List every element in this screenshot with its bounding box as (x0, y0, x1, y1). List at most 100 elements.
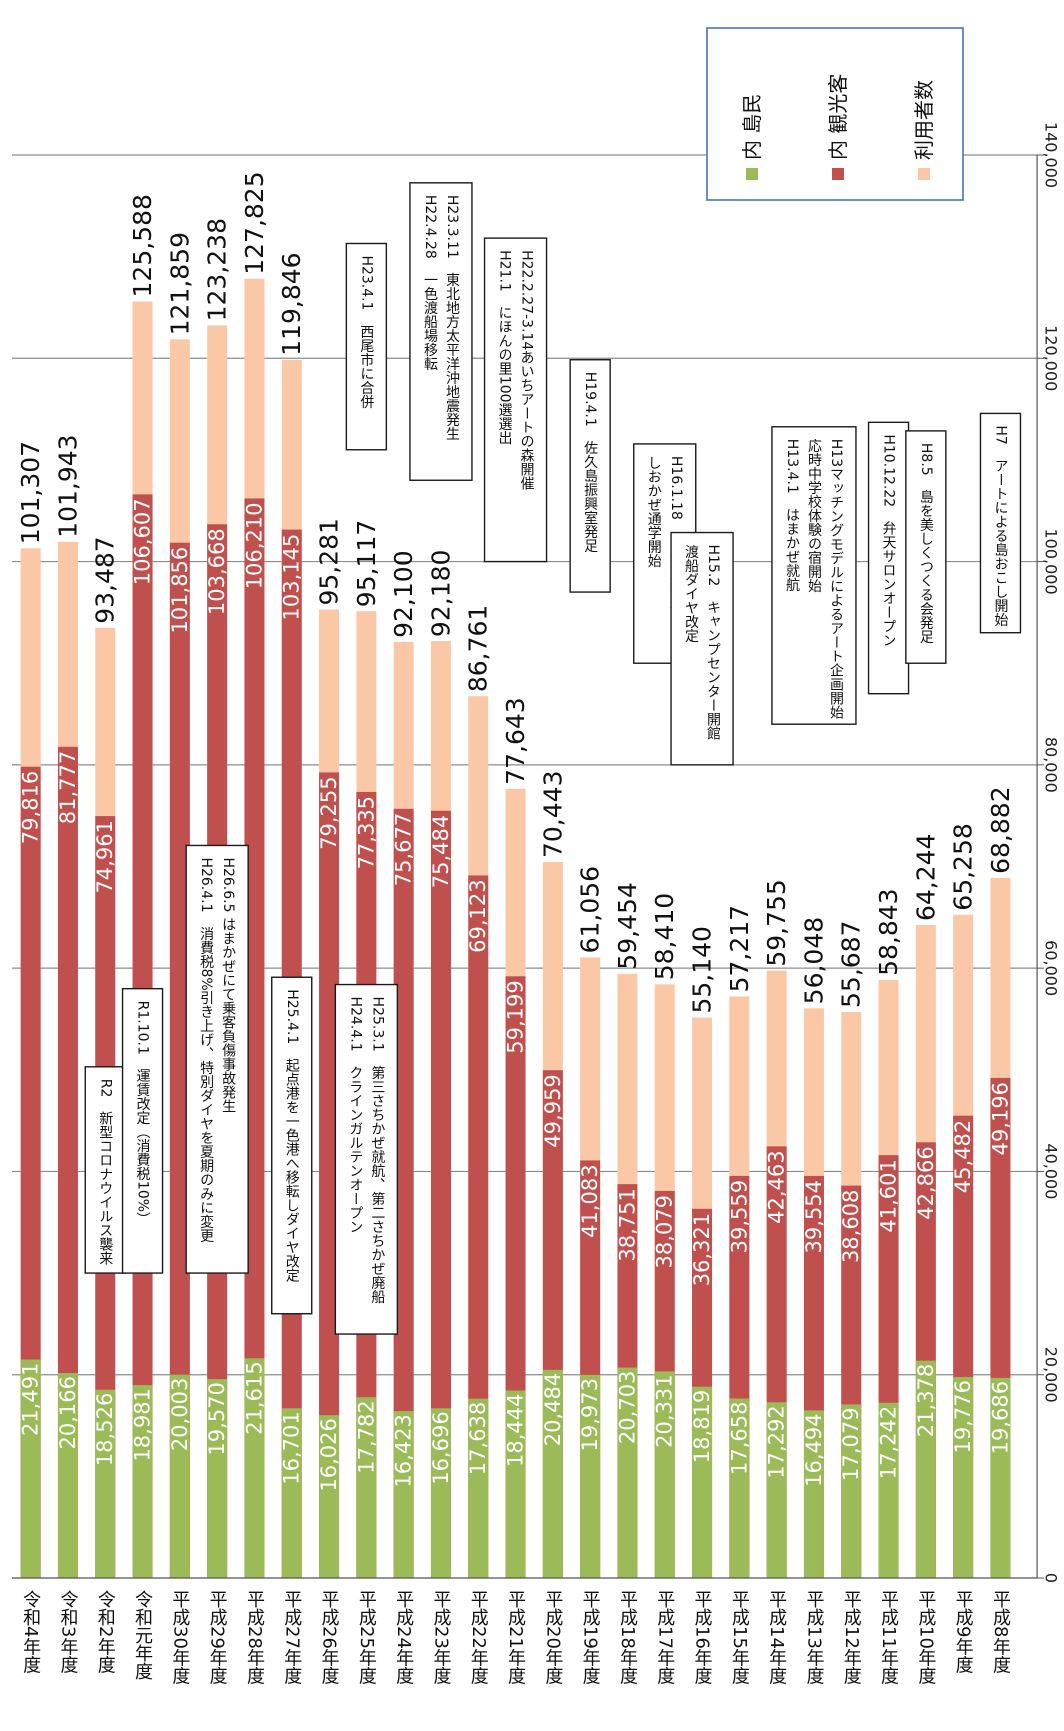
tourist-value-label: 106,607 (131, 498, 155, 585)
value-tick-label: 60,000 (1042, 940, 1061, 996)
value-tick-label: 120,000 (1042, 325, 1061, 391)
category-label: 平成8年度 (990, 1590, 1011, 1673)
legend: 内 島民 内 観光客 利用者数 (706, 27, 964, 201)
category-label: 平成24年度 (393, 1590, 414, 1685)
legend-label: 利用者数 (912, 80, 936, 160)
category-labels: 令和4年度 令和3年度 令和2年度 令和元年度 平成30年度 平成29年度 平成28年度 平成… (20, 1590, 1011, 1685)
resident-value-label: 20,166 (56, 1376, 80, 1449)
annotation-text: H26.6.5 はまかぜにて乗客負傷事故発生 (220, 857, 236, 1113)
tourist-value-label: 38,751 (615, 1188, 639, 1261)
total-value-label: 61,056 (576, 866, 605, 953)
annotation-text: R2 新型コロナウイルス襲来 (97, 1079, 113, 1266)
annotation-text: H21.1 にほんの里100選選出 (497, 250, 513, 445)
bar-tourists (430, 810, 451, 1578)
resident-value-label: 16,696 (429, 1411, 453, 1484)
bar-residents (468, 1398, 489, 1578)
total-value-label: 56,048 (799, 917, 828, 1004)
tourist-value-label: 42,866 (914, 1146, 938, 1219)
bar-residents (430, 1408, 451, 1578)
tourist-value-label: 103,145 (280, 534, 304, 621)
annotation-text: H8.5 島を美しくつくる会発足 (918, 443, 934, 645)
bar-residents (803, 1410, 824, 1578)
bar-residents (990, 1377, 1011, 1578)
tourist-value-label: 75,677 (392, 813, 416, 886)
tourist-value-label: 39,559 (727, 1180, 751, 1253)
category-label: 平成25年度 (356, 1590, 377, 1685)
total-value-label: 125,588 (128, 194, 157, 297)
annotation-text: H15.2 キャンプセンター開館 (705, 545, 721, 741)
annotation-text: H7 アートによる島おこし開始 (992, 425, 1008, 627)
tourist-value-label: 101,856 (168, 547, 192, 634)
resident-value-label: 17,292 (765, 1405, 789, 1478)
annotation-box (867, 421, 910, 695)
annotation-text: H24.4.1 クラインガルテンオープン (347, 997, 363, 1234)
bar-residents (356, 1397, 377, 1578)
resident-value-label: 19,776 (951, 1380, 975, 1453)
category-label: 平成23年度 (430, 1590, 451, 1685)
total-value-label: 77,643 (501, 697, 530, 784)
tourist-value-label: 38,079 (653, 1195, 677, 1268)
axes: 0 20,000 40,000 60,000 80,000 100,000 120,000 1… (12, 122, 1061, 1583)
total-value-label: 55,687 (837, 920, 866, 1007)
annotation-text: H13.4.1 はまかぜ就航 (784, 439, 800, 593)
total-value-label: 59,454 (613, 882, 642, 969)
total-value-label: 58,843 (874, 888, 903, 975)
annotation-text: H10.12.22 弁天サロンオープン (881, 434, 897, 647)
total-value-label: 127,825 (240, 171, 269, 274)
bar-residents (132, 1385, 153, 1578)
legend-swatch (832, 168, 844, 180)
legend-swatch (746, 168, 758, 180)
category-label: 平成30年度 (169, 1590, 190, 1685)
total-value-label: 93,487 (91, 536, 120, 623)
annotation-text: H25.4.1 起点港を一色港へ移転しダイヤ改定 (284, 989, 300, 1283)
total-value-label: 121,859 (165, 232, 194, 335)
tourist-value-label: 38,608 (839, 1190, 863, 1263)
category-label: 平成15年度 (729, 1590, 750, 1685)
legend-label: 内 島民 (740, 94, 764, 160)
resident-value-label: 19,686 (988, 1381, 1012, 1454)
category-label: 令和3年度 (57, 1590, 78, 1674)
tourist-value-label: 39,554 (802, 1180, 826, 1253)
resident-value-label: 18,444 (504, 1394, 528, 1467)
bar-residents (766, 1402, 787, 1578)
annotation-box (771, 426, 857, 725)
bar-residents (878, 1402, 899, 1578)
tourist-value-label: 103,668 (205, 528, 229, 615)
bar-residents (393, 1411, 414, 1578)
annotation-text: 渡船ダイヤ改定 (683, 545, 699, 644)
resident-value-label: 17,782 (354, 1400, 378, 1473)
resident-value-label: 18,526 (93, 1393, 117, 1466)
tourist-value-label: 41,601 (877, 1159, 901, 1232)
annotation-box (483, 237, 548, 563)
annotation-box (185, 844, 249, 1274)
bar-residents (505, 1390, 526, 1578)
total-value-label: 58,410 (650, 893, 679, 980)
resident-value-label: 18,981 (131, 1388, 155, 1461)
bar-residents (319, 1415, 340, 1578)
annotation-box (345, 242, 388, 451)
resident-value-label: 19,570 (205, 1382, 229, 1455)
category-label: 平成18年度 (617, 1590, 638, 1685)
bar-residents (617, 1367, 638, 1578)
bar-residents (580, 1374, 601, 1578)
resident-value-label: 19,973 (578, 1378, 602, 1451)
annotation-box (271, 976, 313, 1315)
annotation-text: R1.10.1 運賃改定（消費税10%） (135, 1001, 151, 1226)
category-label: 平成9年度 (953, 1590, 974, 1673)
annotation-box (670, 531, 734, 766)
tourist-value-label: 77,335 (354, 796, 378, 869)
total-value-label: 70,443 (538, 771, 567, 858)
tourist-value-label: 69,123 (466, 879, 490, 952)
resident-value-label: 20,484 (541, 1373, 565, 1446)
value-tick-label: 140,000 (1042, 122, 1061, 188)
bar-tourists (57, 746, 78, 1578)
total-value-label: 65,258 (949, 823, 978, 910)
value-tick-label: 0 (1042, 1573, 1061, 1583)
category-label: 平成12年度 (841, 1590, 862, 1685)
tourist-value-label: 41,083 (578, 1164, 602, 1237)
tourist-value-label: 79,816 (19, 771, 43, 844)
bar-residents (244, 1358, 265, 1578)
resident-value-label: 20,331 (653, 1374, 677, 1447)
total-value-label: 57,217 (725, 905, 754, 992)
